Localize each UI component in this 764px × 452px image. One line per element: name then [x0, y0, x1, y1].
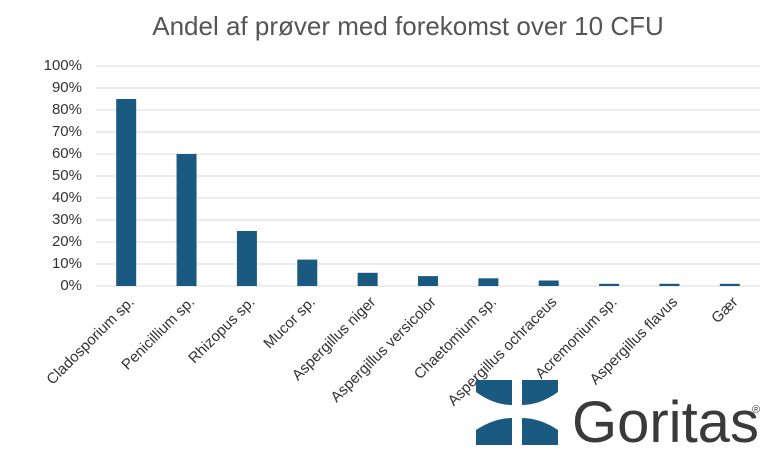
- bar: [357, 272, 378, 286]
- y-tick-label: 80%: [52, 101, 82, 118]
- y-tick-label: 100%: [44, 57, 82, 74]
- logo-registered: ®: [752, 404, 760, 416]
- bar: [236, 231, 257, 286]
- y-tick-label: 20%: [52, 233, 82, 250]
- x-tick-label: Cladosporium sp.: [43, 294, 138, 389]
- bar: [478, 278, 499, 286]
- bar: [418, 276, 438, 286]
- bar: [176, 154, 197, 286]
- bar: [599, 283, 620, 286]
- y-tick-label: 10%: [52, 255, 82, 272]
- logo-icon: [476, 380, 558, 445]
- x-tick-label: Gær: [708, 294, 741, 327]
- bar: [297, 259, 318, 286]
- y-tick-label: 50%: [52, 167, 82, 184]
- bar: [538, 280, 559, 286]
- y-tick-label: 30%: [52, 211, 82, 228]
- y-tick-label: 40%: [52, 189, 82, 206]
- x-tick-label: Mucor sp.: [260, 294, 319, 353]
- chart-title: Andel af prøver med forekomst over 10 CF…: [152, 11, 664, 41]
- bar: [116, 99, 137, 286]
- bar: [719, 283, 740, 286]
- x-tick-label: Aspergillus versicolor: [327, 294, 439, 406]
- y-tick-label: 70%: [52, 123, 82, 140]
- bar: [659, 283, 680, 286]
- y-tick-label: 0%: [60, 277, 82, 294]
- y-tick-label: 90%: [52, 79, 82, 96]
- logo-text: Goritas: [572, 390, 759, 452]
- y-tick-label: 60%: [52, 145, 82, 162]
